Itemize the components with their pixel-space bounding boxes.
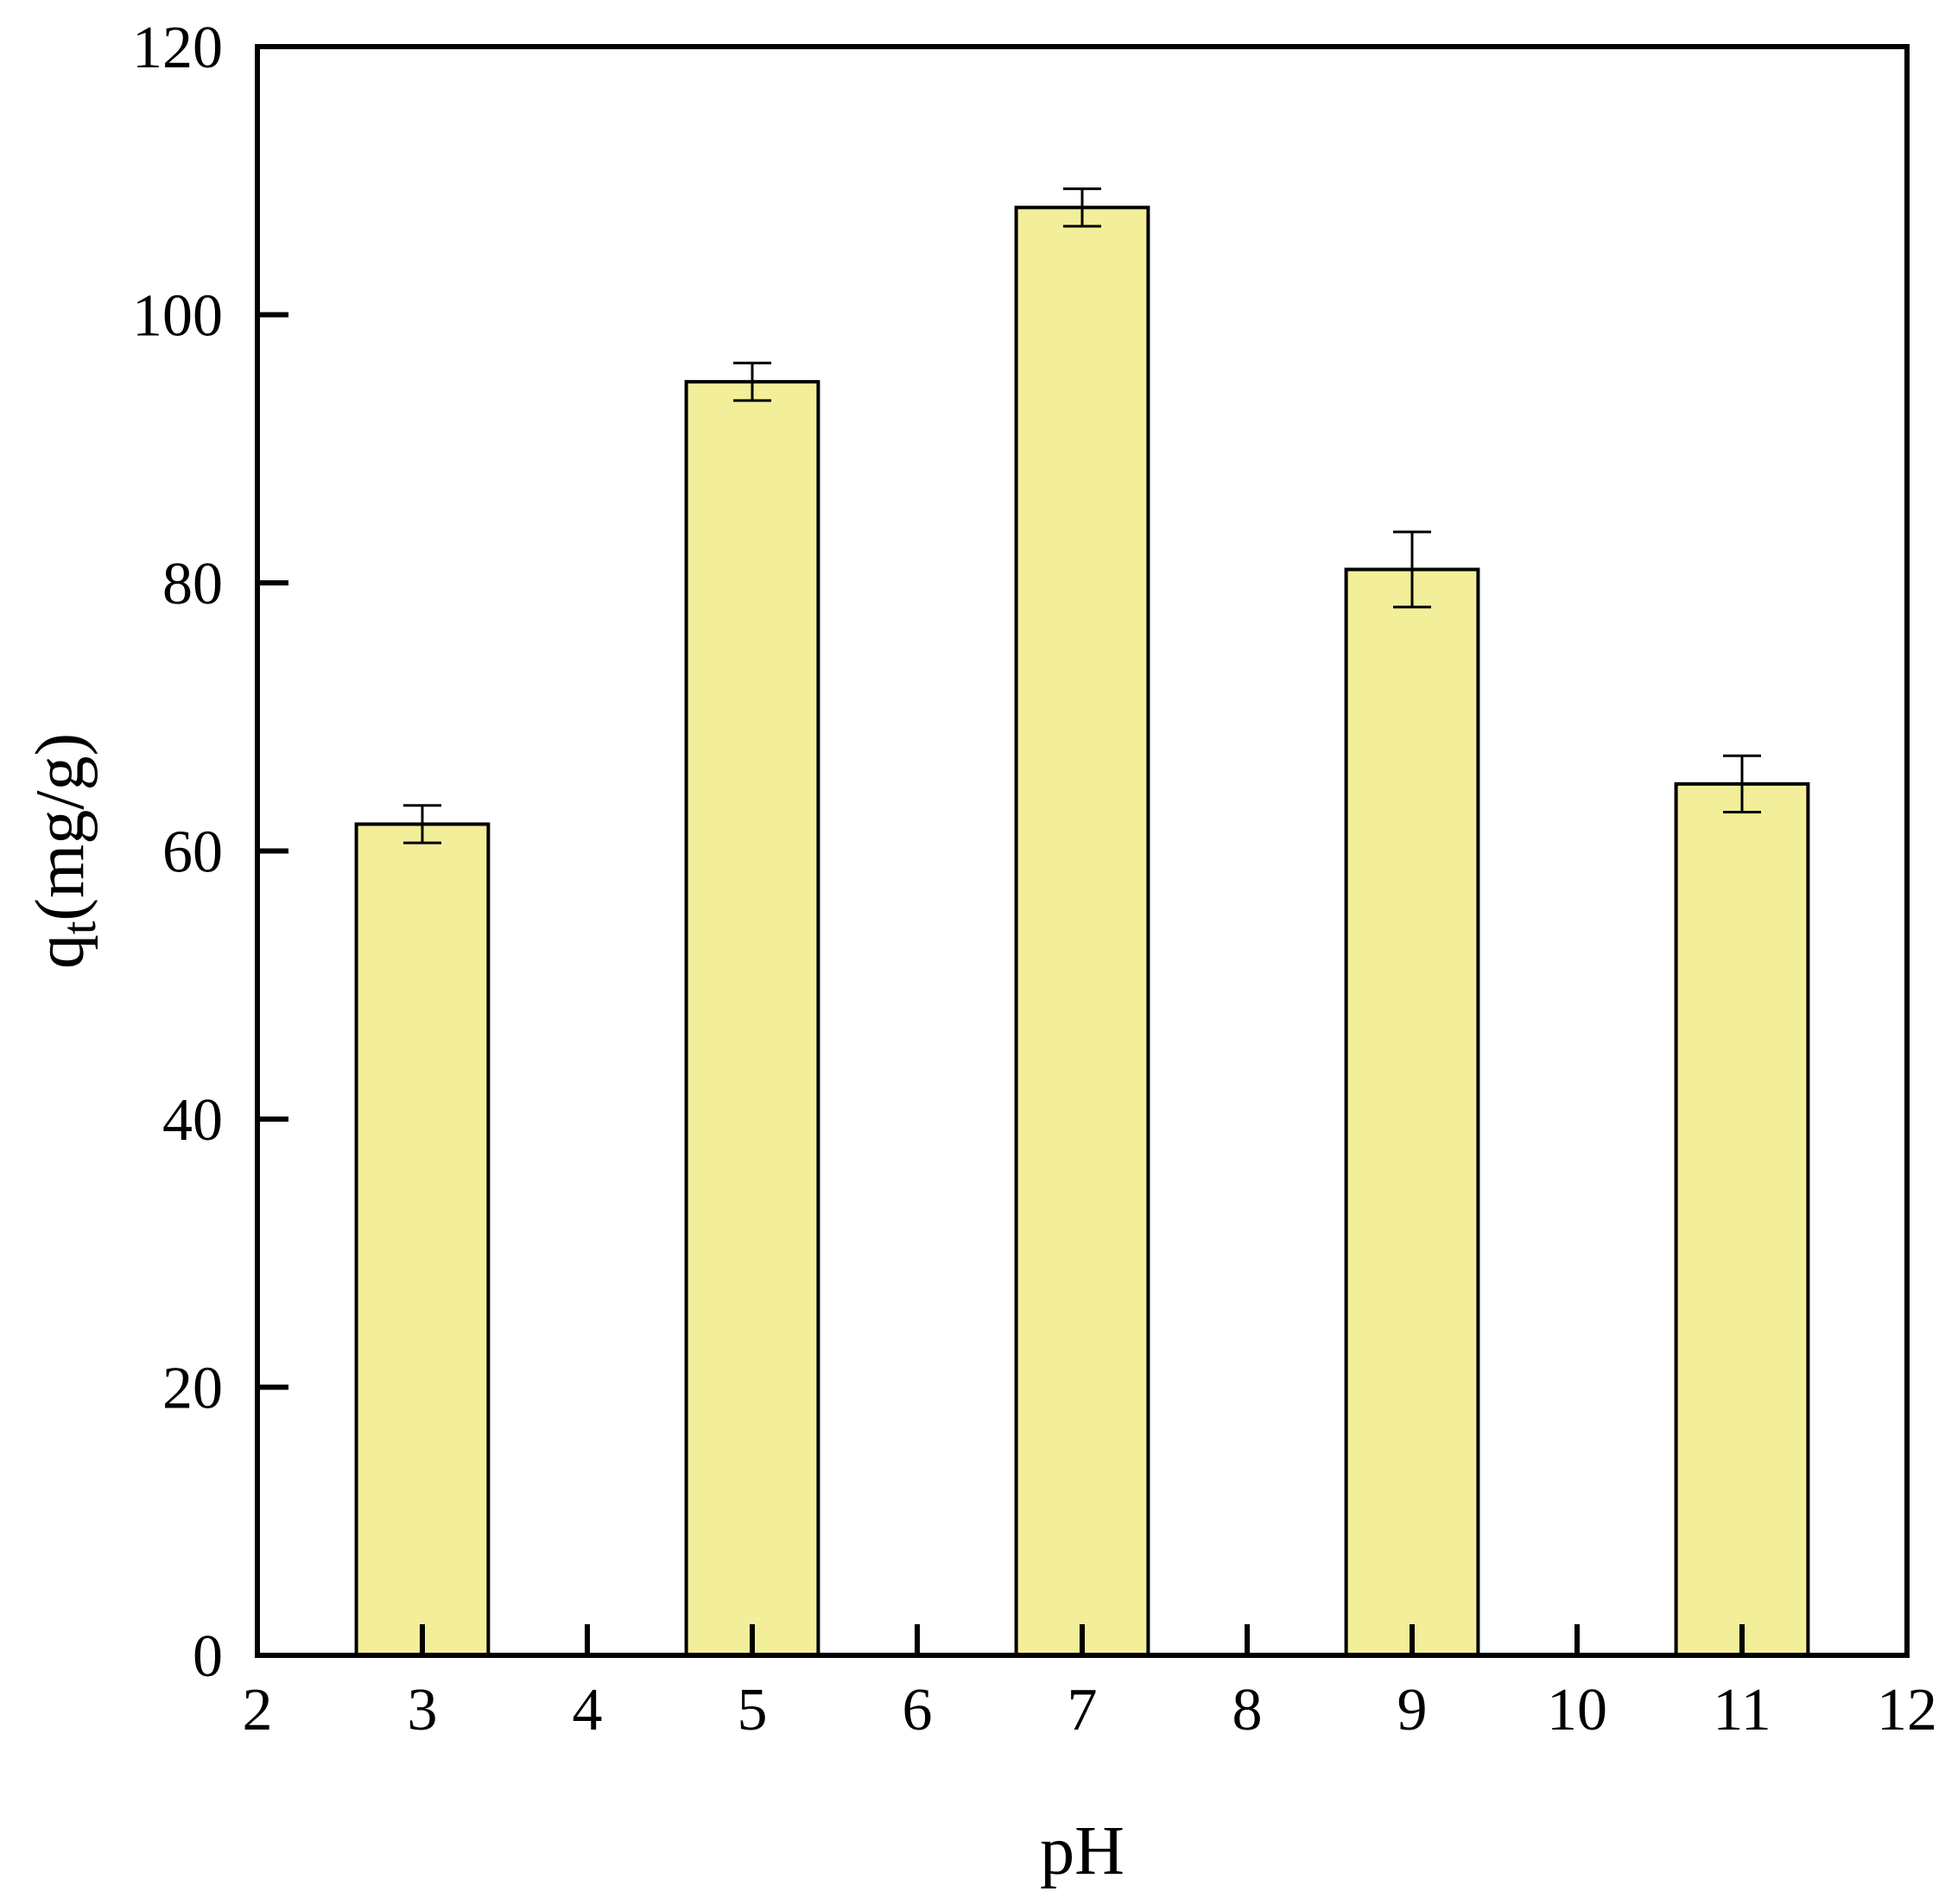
x-tick-label: 12 [1877, 1677, 1937, 1743]
y-tick-label: 0 [193, 1623, 223, 1690]
error-bar-ph-11 [1723, 754, 1761, 813]
error-bar-ph-3 [403, 804, 441, 844]
error-bars [403, 187, 1761, 844]
x-axis-title: pH [1040, 1813, 1125, 1889]
x-tick-label: 6 [903, 1677, 933, 1743]
x-tick-label: 4 [573, 1677, 603, 1743]
x-tick-label: 5 [738, 1677, 768, 1743]
bars [354, 206, 1810, 1657]
x-tick-label: 11 [1713, 1677, 1771, 1743]
plot-frame [255, 44, 1910, 1658]
bar-ph-5 [684, 380, 820, 1657]
x-tick-label: 10 [1547, 1677, 1607, 1743]
y-axis-title-unit: (mg/g) [22, 733, 98, 921]
y-tick-label: 80 [162, 551, 223, 617]
bar-ph-7 [1014, 206, 1150, 1657]
bar-ph-9 [1344, 567, 1480, 1657]
y-tick-label: 20 [162, 1356, 223, 1422]
y-tick-label: 40 [162, 1087, 223, 1154]
x-tick-label: 3 [408, 1677, 438, 1743]
error-bar-ph-7 [1063, 187, 1101, 228]
y-tick-label: 60 [162, 819, 223, 886]
x-tick-label: 2 [243, 1677, 273, 1743]
y-tick-labels: 0 20 40 60 80 100 120 [132, 15, 223, 1690]
x-tick-label: 7 [1068, 1677, 1098, 1743]
error-bar-ph-9 [1393, 530, 1431, 609]
y-axis-title-subscript: t [53, 920, 106, 934]
y-axis-title-main: q [22, 934, 98, 969]
x-tick-labels: 2 3 4 5 6 7 8 9 10 11 12 [243, 1677, 1938, 1743]
x-tick-label: 8 [1232, 1677, 1263, 1743]
bar-ph-11 [1674, 781, 1810, 1657]
bar-ph-3 [354, 822, 491, 1657]
y-tick-label: 100 [132, 283, 223, 350]
error-bar-ph-5 [733, 361, 771, 402]
y-tick-label: 120 [132, 15, 223, 81]
y-axis-title: qt(mg/g) [22, 733, 106, 969]
x-tick-label: 9 [1397, 1677, 1428, 1743]
